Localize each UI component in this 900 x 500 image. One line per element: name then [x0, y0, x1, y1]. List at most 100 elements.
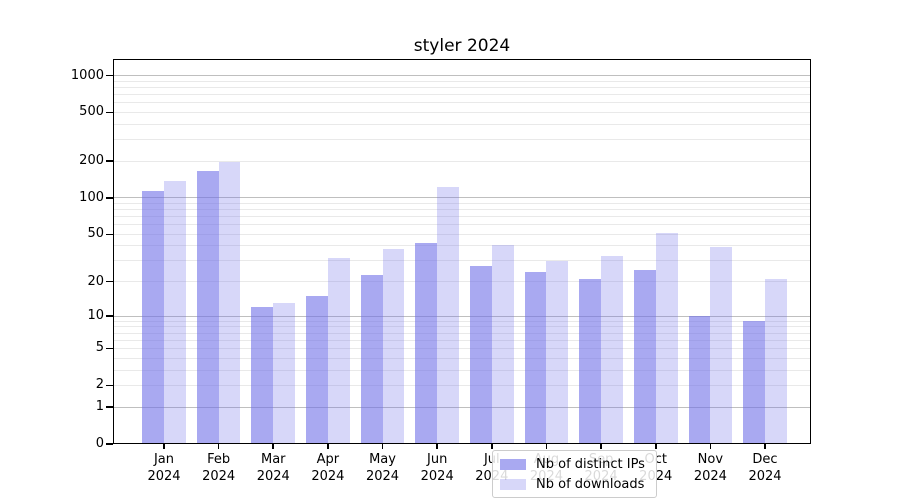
gridline-minor [113, 326, 811, 328]
legend-label-distinct-ips: Nb of distinct IPs [536, 456, 645, 472]
gridline-minor [113, 332, 811, 334]
y-tick-label: 100 [79, 189, 104, 205]
y-tick-label: 10 [87, 308, 104, 324]
y-tick-mark [106, 384, 113, 387]
bar-downloads [327, 257, 350, 444]
x-tick-mark [217, 444, 220, 449]
y-tick-label: 20 [87, 273, 104, 289]
y-tick-mark [106, 197, 113, 199]
bar-distinct-ips [251, 307, 274, 444]
legend-entry-downloads: Nb of downloads [500, 476, 649, 493]
bar-downloads [546, 260, 569, 444]
x-tick-mark [709, 444, 712, 449]
gridline-minor [113, 86, 811, 88]
gridline-minor [113, 260, 811, 262]
x-tick-mark [272, 444, 275, 449]
x-tick-label: May 2024 [365, 452, 400, 484]
y-tick-label: 5 [95, 340, 104, 356]
bar-distinct-ips [688, 316, 711, 444]
x-tick-label: Jan 2024 [147, 452, 181, 484]
y-tick-label: 500 [79, 104, 104, 120]
x-tick-mark [436, 444, 438, 449]
gridline-minor [113, 123, 811, 125]
y-tick-mark [106, 443, 113, 445]
gridline-minor [113, 80, 811, 82]
bar-downloads [437, 187, 459, 444]
bar-distinct-ips [196, 171, 219, 444]
legend-label-downloads: Nb of downloads [536, 476, 645, 492]
y-tick-label: 1 [95, 399, 104, 415]
gridline-major [113, 406, 811, 408]
y-tick-mark [106, 74, 113, 77]
gridline-minor [113, 102, 811, 104]
bar-downloads [273, 303, 296, 444]
gridline-major [113, 315, 811, 317]
y-tick-label: 50 [87, 226, 104, 242]
legend-entry-distinct-ips: Nb of distinct IPs [500, 456, 649, 473]
gridline-minor [113, 245, 811, 247]
gridline-minor [113, 347, 811, 349]
gridline-minor [113, 320, 811, 322]
bar-downloads [164, 180, 186, 444]
y-tick-mark [106, 315, 113, 317]
gridline-minor [113, 281, 811, 283]
legend: Nb of distinct IPs Nb of downloads [492, 450, 657, 498]
x-tick-label: Mar 2024 [256, 452, 290, 484]
y-tick-label: 0 [95, 436, 104, 451]
x-tick-mark [654, 444, 657, 449]
gridline-minor [113, 224, 811, 226]
y-tick-mark [106, 233, 113, 236]
gridline-minor [113, 384, 811, 386]
bar-downloads [710, 247, 733, 444]
x-tick-mark [545, 444, 548, 449]
bar-downloads [382, 248, 405, 444]
bar-distinct-ips [743, 321, 765, 444]
bar-distinct-ips [306, 296, 328, 444]
y-tick-mark [106, 111, 113, 114]
bar-downloads [491, 244, 514, 444]
y-tick-mark [106, 160, 113, 162]
bar-downloads [765, 279, 787, 444]
gridline-minor [113, 233, 811, 235]
y-tick-mark [106, 347, 113, 350]
x-tick-label: Feb 2024 [202, 452, 236, 484]
gridline-major [113, 197, 811, 199]
gridline-minor [113, 202, 811, 204]
gridline-minor [113, 160, 811, 162]
gridline-minor [113, 357, 811, 359]
bar-distinct-ips [142, 191, 164, 444]
plot-area: Nb of distinct IPs Nb of downloads [113, 59, 811, 498]
bar-distinct-ips [360, 274, 383, 444]
bar-downloads [218, 162, 241, 444]
x-tick-mark [600, 444, 602, 449]
x-tick-mark [327, 444, 329, 449]
gridline-minor [113, 111, 811, 113]
bar-distinct-ips [633, 270, 656, 444]
bar-distinct-ips [415, 243, 438, 444]
x-tick-mark [491, 444, 493, 449]
bar-downloads [655, 233, 678, 444]
gridline-minor [113, 339, 811, 341]
y-tick-mark [106, 280, 113, 283]
x-tick-label: Dec 2024 [748, 452, 782, 484]
gridline-minor [113, 139, 811, 141]
x-tick-mark [163, 444, 165, 449]
bar-downloads [601, 255, 623, 444]
x-tick-label: Nov 2024 [693, 452, 727, 484]
bar-distinct-ips [470, 266, 492, 444]
gridline-minor [113, 369, 811, 371]
x-tick-mark [381, 444, 384, 449]
y-tick-label: 1000 [70, 67, 104, 83]
x-tick-label: Jun 2024 [420, 452, 454, 484]
gridline-major [113, 75, 811, 77]
y-tick-label: 2 [95, 377, 104, 393]
y-tick-label: 200 [79, 153, 104, 169]
chart-title: styler 2024 [413, 36, 511, 56]
x-tick-mark [764, 444, 766, 449]
bar-distinct-ips [579, 279, 602, 444]
y-tick-mark [106, 406, 113, 408]
gridline-minor [113, 209, 811, 211]
gridline-minor [113, 216, 811, 218]
bar-distinct-ips [524, 272, 547, 444]
